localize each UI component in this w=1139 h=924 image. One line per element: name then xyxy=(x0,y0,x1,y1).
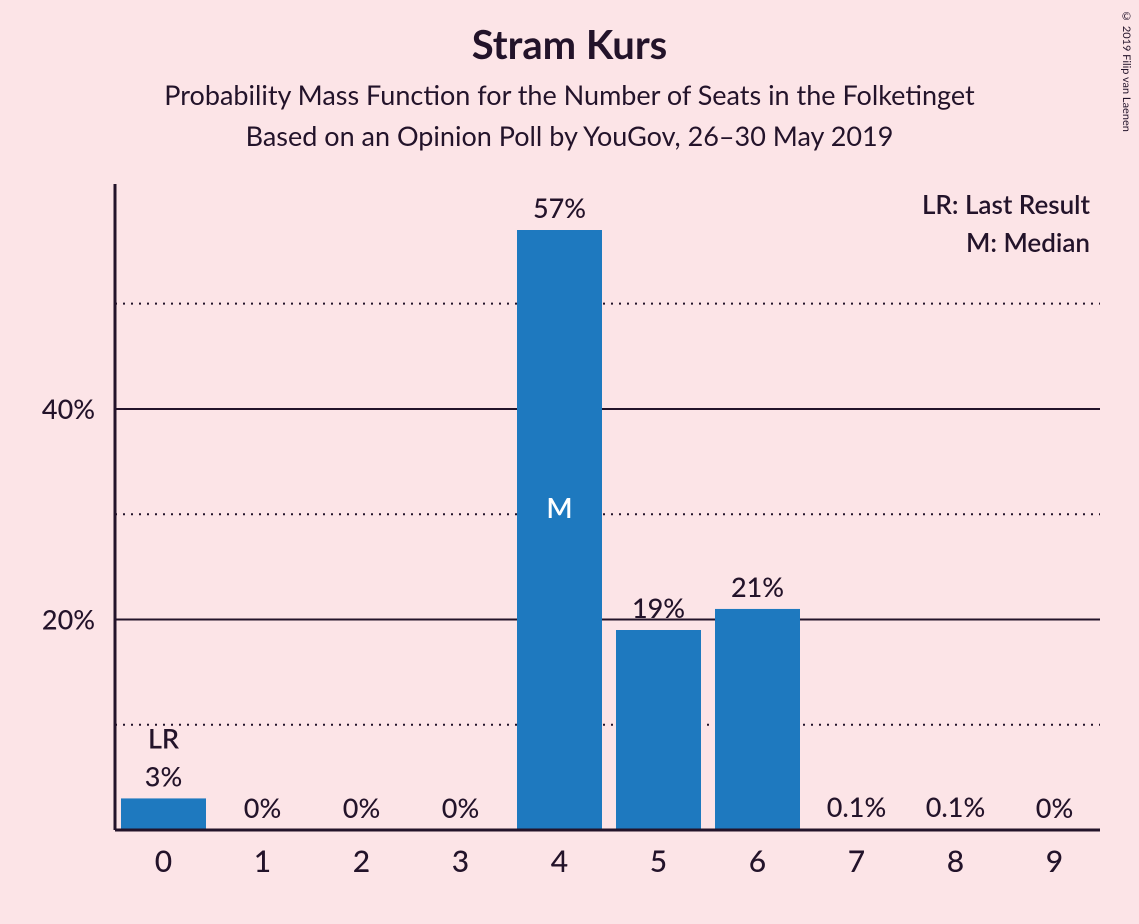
chart-title-main: Stram Kurs xyxy=(0,20,1139,68)
y-tick-label: 20% xyxy=(42,602,95,635)
bar-value-label: 0.1% xyxy=(827,790,886,823)
bar xyxy=(616,630,701,830)
bar xyxy=(121,798,206,830)
bar-value-label: 0% xyxy=(442,791,479,824)
bar-value-label: 21% xyxy=(731,570,784,603)
y-tick-label: 40% xyxy=(42,392,95,425)
bar-value-label: 0% xyxy=(244,791,281,824)
x-tick-label: 8 xyxy=(947,843,964,879)
x-tick-label: 3 xyxy=(452,843,469,879)
legend-median: M: Median xyxy=(966,226,1090,258)
x-tick-label: 6 xyxy=(749,843,766,879)
x-tick-label: 9 xyxy=(1046,843,1063,879)
bar xyxy=(715,609,800,830)
x-tick-label: 1 xyxy=(254,843,271,879)
bar-value-label: 0% xyxy=(343,791,380,824)
copyright-text: © 2019 Filip van Laenen xyxy=(1120,10,1133,132)
pmf-bar-chart: 20%40%LR3%00%10%20%357%M419%521%60.1%70.… xyxy=(0,170,1139,910)
bar-value-label: 57% xyxy=(533,191,586,224)
x-tick-label: 0 xyxy=(155,843,172,879)
chart-title-sub2: Based on an Opinion Poll by YouGov, 26–3… xyxy=(0,119,1139,152)
x-tick-label: 5 xyxy=(650,843,667,879)
bar-value-label: 0.1% xyxy=(926,790,985,823)
chart-title-sub1: Probability Mass Function for the Number… xyxy=(0,78,1139,111)
bar-value-label: 0% xyxy=(1036,791,1073,824)
lr-marker: LR xyxy=(148,721,180,754)
median-marker: M xyxy=(546,490,572,524)
legend-lr: LR: Last Result xyxy=(922,188,1091,220)
x-tick-label: 2 xyxy=(353,843,370,879)
bar-value-label: 3% xyxy=(145,759,182,792)
x-tick-label: 4 xyxy=(551,843,568,879)
titles-block: Stram Kurs Probability Mass Function for… xyxy=(0,0,1139,152)
bar-value-label: 19% xyxy=(632,591,685,624)
chart-area: 20%40%LR3%00%10%20%357%M419%521%60.1%70.… xyxy=(0,170,1139,910)
bar xyxy=(517,230,602,830)
x-tick-label: 7 xyxy=(848,843,865,879)
